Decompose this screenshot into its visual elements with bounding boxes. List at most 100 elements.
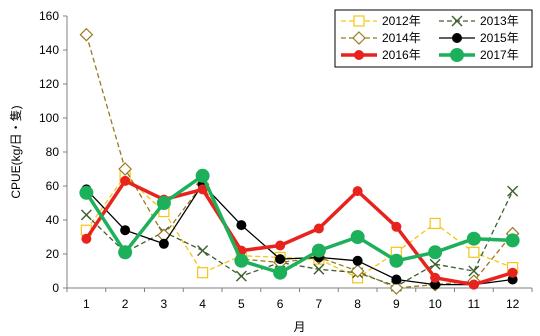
y-axis-label: CPUE(kg/日・隻)	[8, 105, 23, 198]
data-point	[468, 246, 480, 258]
y-tick-label: 40	[46, 213, 60, 227]
x-tick-label: 12	[506, 297, 520, 311]
legend-label: 2013年	[480, 14, 519, 28]
marker-stroke	[313, 263, 325, 275]
legend-item: 2012年	[341, 14, 421, 28]
series-2016年	[81, 175, 518, 290]
data-point	[468, 265, 480, 277]
legend-item: 2014年	[341, 31, 421, 45]
data-point	[275, 254, 286, 265]
y-tick-label: 140	[39, 43, 59, 57]
data-point	[352, 186, 363, 197]
x-tick-label: 8	[354, 297, 361, 311]
x-tick-label: 7	[316, 297, 323, 311]
data-point	[350, 264, 365, 278]
series-line	[85, 34, 514, 289]
y-tick-label: 100	[39, 111, 59, 125]
data-point	[466, 231, 481, 246]
x-tick-label: 1	[83, 297, 90, 311]
y-tick-label: 0	[52, 281, 59, 295]
data-point	[120, 175, 131, 186]
data-point	[197, 245, 209, 257]
data-point	[80, 209, 92, 221]
marker-stroke	[235, 270, 247, 282]
data-point	[352, 255, 363, 266]
legend-marker	[354, 50, 364, 60]
data-point	[197, 267, 209, 279]
data-point	[391, 221, 402, 232]
legend-label: 2012年	[382, 14, 421, 28]
data-point	[391, 274, 402, 285]
data-point	[350, 230, 365, 244]
data-point	[118, 162, 132, 176]
legend-marker	[450, 48, 464, 62]
marker-stroke	[451, 15, 463, 27]
data-point	[236, 220, 247, 231]
x-tick-label: 9	[393, 297, 400, 311]
data-point	[273, 265, 288, 280]
marker-stroke	[507, 185, 519, 197]
x-tick-label: 6	[277, 297, 284, 311]
legend-item: 2016年	[341, 48, 421, 62]
data-point	[79, 27, 94, 42]
y-tick-label: 120	[39, 77, 59, 91]
data-point	[311, 243, 326, 258]
data-point	[197, 184, 208, 195]
data-point	[389, 253, 404, 268]
x-tick-label: 4	[199, 297, 206, 311]
data-point	[468, 279, 479, 290]
y-tick-label: 80	[46, 145, 60, 159]
legend-item: 2013年	[439, 14, 519, 28]
y-tick-label: 160	[39, 9, 59, 23]
marker-stroke	[429, 258, 441, 270]
marker-stroke	[80, 209, 92, 221]
data-point	[313, 223, 324, 234]
data-point	[429, 258, 441, 270]
data-point	[234, 253, 249, 268]
x-tick-label: 2	[122, 297, 129, 311]
x-axis-label: 月	[293, 320, 305, 334]
legend-marker	[451, 15, 463, 27]
legend-label: 2015年	[480, 31, 519, 45]
legend-label: 2017年	[480, 48, 519, 62]
legend-label: 2014年	[382, 31, 421, 45]
data-point	[389, 281, 404, 295]
legend-marker	[352, 31, 366, 45]
x-tick-label: 3	[161, 297, 168, 311]
legend-label: 2016年	[382, 48, 421, 62]
y-tick-label: 20	[46, 247, 60, 261]
marker-stroke	[197, 245, 209, 257]
data-point	[79, 185, 94, 200]
x-tick-label: 11	[468, 297, 481, 311]
data-point	[507, 185, 519, 197]
y-tick-label: 60	[46, 179, 60, 193]
x-tick-label: 5	[238, 297, 245, 311]
data-point	[158, 238, 169, 249]
data-point	[505, 233, 520, 248]
data-point	[507, 267, 518, 278]
data-point	[118, 245, 133, 260]
series-layer	[79, 27, 520, 295]
data-point	[156, 196, 171, 210]
marker-stroke	[468, 265, 480, 277]
series-line	[84, 179, 514, 287]
legend-item: 2017年	[439, 48, 519, 62]
chart-legend: 2012年 2013年 2014年 2015年 2016年 2017年	[334, 9, 533, 68]
series-2014年	[79, 27, 520, 295]
series-2017年	[79, 168, 520, 280]
data-point	[235, 270, 247, 282]
legend-item: 2015年	[439, 31, 519, 45]
series-line	[85, 183, 513, 286]
x-tick-label: 10	[428, 297, 442, 311]
data-point	[429, 217, 441, 229]
data-point	[275, 240, 286, 251]
data-point	[313, 263, 325, 275]
data-point	[428, 245, 443, 260]
data-point	[81, 233, 92, 244]
data-point	[195, 168, 210, 183]
legend-marker	[353, 15, 365, 27]
legend-marker	[452, 33, 462, 43]
data-point	[430, 272, 441, 283]
